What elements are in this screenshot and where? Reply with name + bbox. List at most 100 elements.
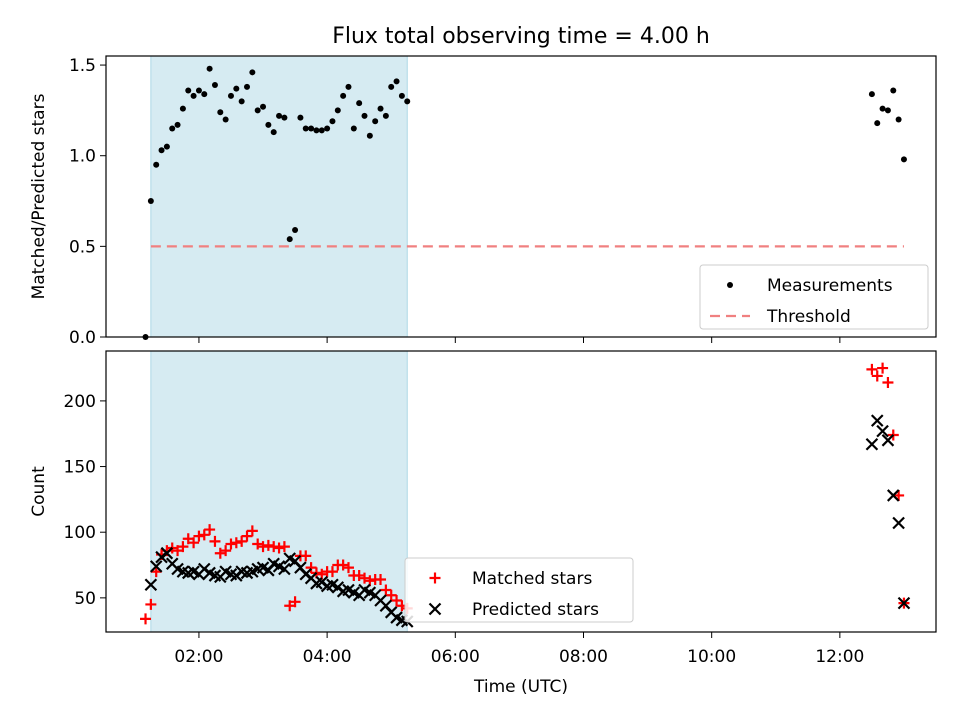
panel1-measurements-point	[211, 82, 218, 89]
panel2-legend-swatch	[429, 572, 441, 584]
panel1-measurements-point	[388, 83, 395, 90]
panel1-measurements-point	[147, 198, 154, 205]
panel2-matched-stars-point	[177, 541, 189, 553]
panel1-measurements-point	[195, 87, 202, 94]
panel1-y-tick-label: 1.5	[69, 56, 96, 76]
panel2-legend-label: Matched stars	[472, 569, 592, 589]
panel2-matched-stars-point	[385, 589, 397, 601]
panel1-measurements-point	[201, 91, 208, 98]
panel2-matched-stars-point	[871, 370, 883, 382]
panel2-matched-stars-point	[882, 377, 894, 389]
panel2-predicted-stars-point	[278, 562, 291, 576]
panel1-legend-label: Measurements	[767, 276, 893, 296]
panel2-matched-stars-point	[145, 598, 157, 610]
panel1-measurements-point	[874, 120, 881, 127]
panel2-matched-stars-point	[278, 541, 290, 553]
panel1-measurements-point	[366, 132, 373, 139]
panel2-matched-stars-point	[209, 535, 221, 547]
panel1-legend-label: Threshold	[766, 307, 851, 327]
panel2-matched-stars-point	[893, 489, 905, 501]
panel1-measurements-point	[174, 121, 181, 128]
panel2-matched-stars-point	[236, 535, 248, 547]
panel2-matched-stars-point	[188, 537, 200, 549]
panel1-measurements-point	[270, 129, 277, 136]
panel1-measurements-point	[404, 98, 411, 105]
x-tick-label: 04:00	[303, 647, 352, 667]
panel2-y-tick-label: 50	[74, 589, 96, 609]
panel2-axes-frame	[105, 350, 937, 633]
panel2-matched-stars-point	[300, 550, 312, 562]
panel1-y-axis-label: Matched/Predicted stars	[29, 93, 49, 299]
panel2-matched-stars-point	[268, 541, 280, 553]
panel2-matched-stars-point	[391, 594, 403, 606]
panel1-measurements-point	[329, 118, 336, 125]
panel1-y-tick-label: 1.0	[69, 147, 96, 167]
panel1-measurements-point	[313, 127, 320, 134]
panel2-matched-stars-point	[326, 566, 338, 578]
panel1-measurements-point	[302, 125, 309, 132]
panel1-measurements-point	[244, 83, 251, 90]
panel2-matched-stars-point	[866, 363, 878, 375]
panel2-observing-span	[150, 350, 408, 633]
panel1-measurements-point	[276, 112, 283, 119]
panel1-measurements-point	[890, 87, 897, 94]
panel2-matched-stars-point	[877, 362, 889, 374]
panel1-measurements-point	[217, 109, 224, 116]
panel1-measurements-point	[292, 227, 299, 234]
panel1-measurements-point	[163, 143, 170, 150]
panel2-matched-stars-point	[204, 524, 216, 536]
panel2-matched-stars-point	[246, 525, 258, 537]
panel2-matched-stars-point	[375, 573, 387, 585]
panel1-measurements-point	[884, 107, 891, 114]
panel1-measurements-point	[900, 156, 907, 163]
panel2-matched-stars-point	[198, 529, 210, 541]
panel1-measurements-point	[393, 78, 400, 85]
panel1-y-tick-label: 0.5	[69, 237, 96, 257]
panel2-matched-stars-point	[342, 562, 354, 574]
panel1-measurements-point	[361, 112, 368, 119]
panel1-measurements-point	[895, 116, 902, 123]
panel1-measurements-point	[190, 92, 197, 99]
panel2-predicted-stars-point	[886, 489, 900, 502]
panel1-measurements-point	[254, 107, 261, 114]
panel1-measurements-point	[297, 114, 304, 121]
panel1-measurements-point	[356, 100, 363, 107]
panel2-predicted-stars-point	[144, 578, 158, 592]
panel1-measurements-point	[340, 92, 347, 99]
panel2-matched-stars-point	[140, 613, 152, 625]
panel2-matched-stars-point	[262, 539, 274, 551]
x-tick-label: 12:00	[815, 647, 864, 667]
panel1-measurements-point	[249, 69, 256, 76]
panel2-y-axis-label: Count	[29, 466, 49, 517]
panel1-measurements-point	[382, 112, 389, 119]
panel2-matched-stars-point	[257, 541, 269, 553]
panel1-measurements-point	[345, 83, 352, 90]
panel2-matched-stars-point	[289, 596, 301, 608]
panel2-matched-stars-point	[150, 566, 162, 578]
panel1-measurements-point	[318, 127, 325, 134]
x-tick-label: 06:00	[431, 647, 480, 667]
panel1-measurements-point	[377, 105, 384, 112]
panel2-predicted-stars-point	[160, 546, 174, 560]
panel2-predicted-stars-point	[870, 414, 884, 427]
panel1-measurements-point	[879, 105, 886, 112]
panel1-measurements-point	[281, 114, 288, 121]
panel1-measurements-point	[372, 118, 379, 125]
panel2-matched-stars-point	[225, 538, 237, 550]
panel1-y-tick-label: 0.0	[69, 328, 96, 348]
panel1-measurements-point	[179, 105, 186, 112]
panel1-measurements-point	[350, 125, 357, 132]
panel1-measurements-point	[227, 92, 234, 99]
panel2-predicted-stars-point	[865, 437, 879, 451]
panel2-y-tick-label: 100	[64, 523, 96, 543]
panel1-measurements-point	[153, 161, 160, 168]
panel1-measurements-point	[260, 103, 267, 110]
panel2-legend-label: Predicted stars	[472, 600, 599, 620]
panel1-measurements-point	[169, 125, 176, 132]
panel1-observing-span	[150, 55, 408, 338]
panel2-matched-stars-point	[380, 584, 392, 596]
panel1-measurements-point	[334, 107, 341, 114]
panel1-legend-swatch	[727, 282, 733, 288]
x-tick-label: 08:00	[559, 647, 608, 667]
